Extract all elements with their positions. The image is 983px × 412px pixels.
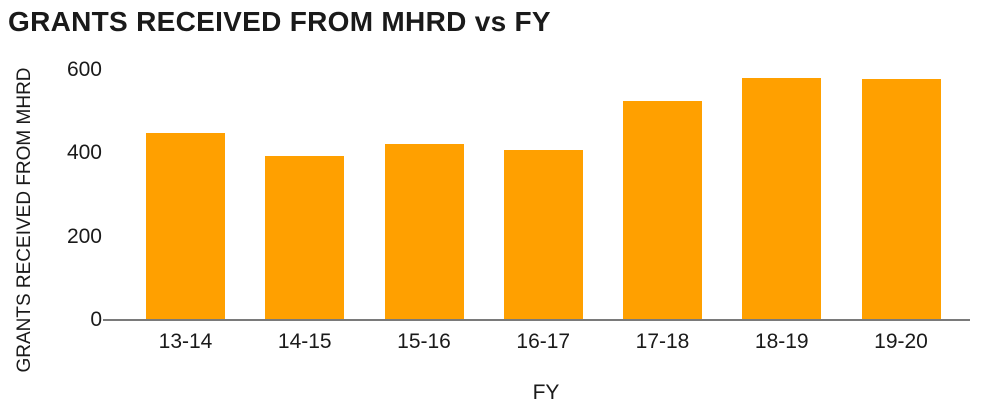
x-axis-title: FY (532, 381, 560, 404)
bar-19-20 (861, 79, 941, 320)
x-tick-label: 19-20 (874, 330, 928, 353)
y-tick-label: 600 (66, 58, 102, 81)
bar-14-15 (265, 155, 345, 320)
x-tick-label: 15-16 (397, 330, 451, 353)
y-tick-label: 200 (66, 224, 102, 248)
bar-15-16 (384, 143, 464, 320)
y-tick-label: 0 (90, 308, 102, 331)
x-tick-label: 14-15 (277, 330, 332, 353)
bar-13-14 (146, 133, 225, 320)
y-tick-label: 400 (66, 141, 102, 165)
bar-16-17 (503, 150, 583, 320)
x-tick-label: 16-17 (516, 330, 571, 353)
x-tick-label: 13-14 (158, 330, 213, 353)
bar-17-18 (623, 100, 702, 320)
x-tick-label: 18-19 (754, 330, 809, 353)
x-axis-line (103, 319, 970, 321)
chart-title: GRANTS RECEIVED FROM MHRD vs FY (8, 6, 551, 37)
bar-18-19 (742, 77, 822, 320)
x-tick-label: 17-18 (635, 330, 690, 353)
